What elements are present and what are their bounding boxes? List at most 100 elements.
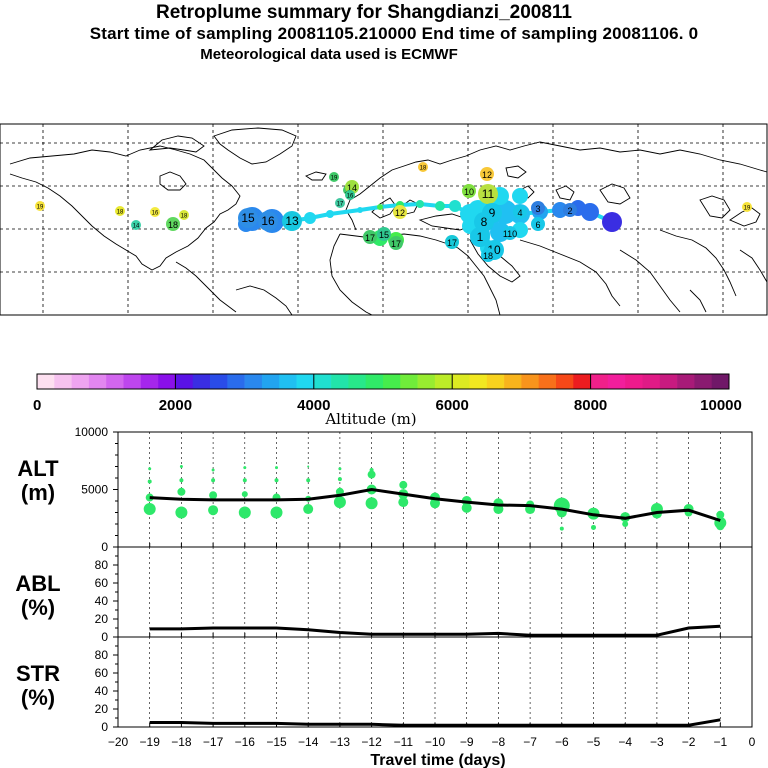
map-cluster-label: 2	[567, 206, 572, 216]
colorbar-swatch	[106, 374, 124, 389]
x-tick-label: −18	[171, 735, 192, 749]
map-cluster-marker	[115, 206, 125, 216]
cluster-point	[559, 526, 564, 531]
x-tick-label: −1	[713, 735, 727, 749]
colorbar-tick-label: 6000	[436, 397, 469, 414]
panel-ylabel: STR	[16, 661, 60, 686]
cluster-point	[303, 504, 314, 515]
map-cluster-marker	[480, 167, 494, 181]
colorbar-tick-label: 4000	[297, 397, 330, 414]
map-cluster-label: 17	[365, 233, 375, 243]
plume-blob	[304, 212, 316, 224]
cluster-point	[591, 524, 596, 530]
map-cluster-label: 18	[483, 251, 493, 261]
map-cluster-marker	[131, 220, 141, 230]
colorbar-swatch	[175, 374, 193, 389]
cluster-point	[177, 487, 186, 496]
map-cluster-label: 17	[391, 239, 401, 249]
cluster-point	[337, 477, 342, 482]
map-cluster-label: 18	[181, 214, 188, 220]
map-cluster-label: 1	[477, 230, 484, 244]
altitude-colorbar: 0 2000 4000 6000 8000 10000 Altitude (m)	[33, 373, 742, 428]
panel-frame	[117, 431, 753, 548]
colorbar-swatch	[434, 374, 453, 389]
colorbar-swatch	[123, 374, 142, 389]
colorbar-swatch	[711, 374, 730, 389]
plume-blob	[416, 200, 424, 208]
map-cluster-label: 14	[133, 224, 140, 230]
cluster-point	[211, 468, 215, 472]
map-cluster-label: 13	[285, 214, 299, 228]
colorbar-swatch	[504, 374, 522, 389]
x-tick-label: −15	[266, 735, 287, 749]
panel-alt: 10000 5000 0 ALT(m)	[17, 425, 753, 554]
cluster-point	[148, 467, 152, 471]
y-tick-label: 0	[101, 540, 108, 554]
plume-blob	[552, 202, 568, 218]
map-cluster-label: 18	[420, 166, 427, 172]
map-cluster-label: 110	[503, 229, 517, 239]
x-tick-label: −6	[555, 735, 569, 749]
colorbar-swatch	[677, 374, 695, 389]
colorbar-swatch	[573, 374, 591, 389]
colorbar-swatch	[417, 374, 436, 389]
cluster-point	[242, 478, 247, 483]
map-cluster-label: 3	[535, 204, 540, 214]
map-cluster-label: 9	[489, 206, 496, 220]
colorbar-swatch	[694, 374, 712, 389]
cluster-point	[274, 478, 279, 483]
map-cluster-marker	[389, 236, 403, 250]
colorbar-swatch	[140, 374, 159, 389]
map-cluster-label: 8	[481, 215, 488, 229]
map-cluster-label: 15	[379, 230, 389, 240]
plume-blob	[512, 188, 528, 204]
cluster-point	[208, 505, 219, 516]
map-cluster-marker	[531, 201, 545, 215]
map-cluster-marker	[179, 210, 189, 220]
colorbar-swatch	[54, 374, 72, 389]
cluster-point	[398, 497, 409, 508]
colorbar-swatch	[625, 374, 643, 389]
map-cluster-marker	[742, 202, 752, 212]
colorbar-swatch	[365, 374, 384, 389]
map-cluster-label: 16	[347, 194, 354, 200]
map-cluster-marker	[393, 205, 407, 219]
map-cluster-marker	[563, 203, 577, 217]
plume-blob	[435, 201, 445, 211]
x-tick-label: −12	[361, 735, 382, 749]
cluster-point	[143, 503, 156, 516]
map-cluster-labels: 1918161818141516131918141712161715171718…	[35, 162, 752, 262]
map-cluster-marker	[335, 198, 345, 208]
map-cluster-marker	[481, 248, 495, 262]
colorbar-swatch	[400, 374, 418, 389]
panel-ylabel: ABL	[15, 571, 60, 596]
map-cluster-marker	[474, 212, 494, 232]
cluster-point	[175, 506, 188, 519]
world-map: 1918161818141516131918141712161715171718…	[0, 123, 768, 316]
map-graticule	[0, 124, 767, 315]
map-cluster-marker	[513, 205, 527, 219]
colorbar-swatch	[348, 374, 366, 389]
cluster-point	[179, 465, 183, 468]
map-cluster-label: 19	[331, 176, 338, 182]
map-cluster-marker	[329, 172, 339, 182]
colorbar-swatch	[659, 374, 678, 389]
map-cluster-label: 17	[447, 238, 457, 248]
panel-ylabel: ALT	[17, 456, 59, 481]
map-cluster-label: 17	[337, 202, 344, 208]
colorbar-swatch	[607, 374, 626, 389]
map-cluster-marker	[258, 211, 278, 231]
plume-blob	[602, 212, 622, 232]
colorbar-swatch	[331, 374, 349, 389]
map-cluster-marker	[462, 184, 476, 198]
x-tick-label: −13	[330, 735, 351, 749]
colorbar-swatch	[261, 374, 280, 389]
y-tick-label: 20	[95, 612, 109, 626]
map-cluster-label: 19	[744, 206, 751, 212]
y-tick-label: 20	[95, 702, 109, 716]
cluster-point	[147, 479, 152, 484]
colorbar-swatch	[71, 374, 90, 389]
map-cluster-marker	[282, 211, 302, 231]
y-tick-label: 5000	[81, 483, 108, 497]
